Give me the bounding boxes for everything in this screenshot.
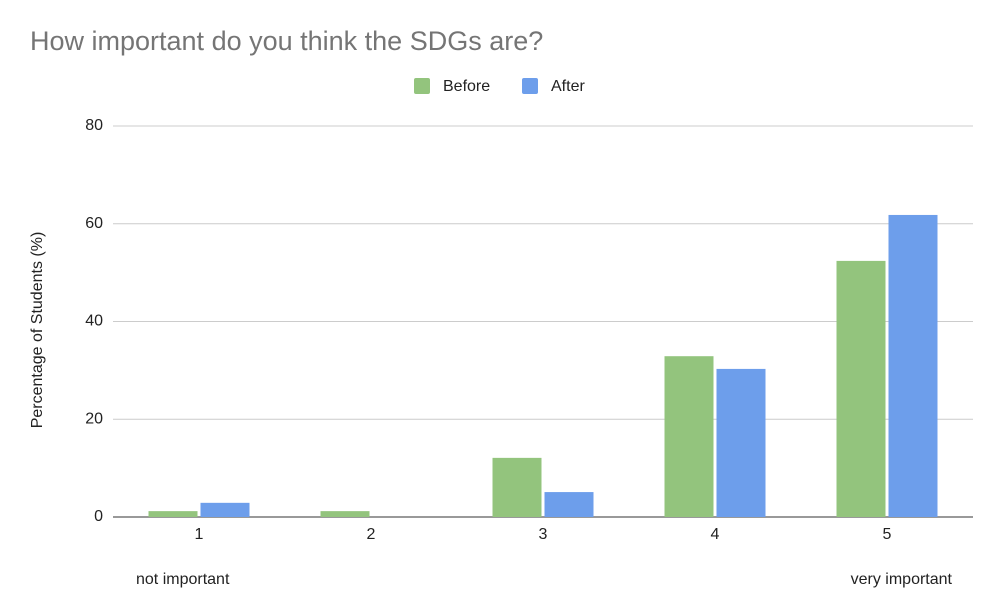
bar <box>716 368 766 517</box>
legend-label: Before <box>443 78 490 95</box>
x-tick-label: 3 <box>539 526 548 543</box>
legend-swatch <box>414 78 430 94</box>
bar <box>544 492 594 517</box>
y-axis-label: Percentage of Students (%) <box>29 232 46 429</box>
annotation: very important <box>851 571 953 588</box>
bar <box>836 260 886 517</box>
x-tick-label: 5 <box>883 526 892 543</box>
bar <box>888 214 938 517</box>
y-tick-label: 80 <box>85 117 103 134</box>
legend-label: After <box>551 78 585 95</box>
bar <box>148 511 198 517</box>
bar <box>664 356 714 517</box>
y-tick-label: 20 <box>85 410 103 427</box>
bar <box>492 457 542 517</box>
x-tick-label: 1 <box>195 526 204 543</box>
bar <box>200 502 250 517</box>
x-tick-label: 2 <box>367 526 376 543</box>
bar <box>320 511 370 517</box>
y-tick-label: 0 <box>94 508 103 525</box>
y-tick-label: 60 <box>85 215 103 232</box>
annotation: not important <box>136 571 230 588</box>
y-tick-label: 40 <box>85 313 103 330</box>
x-tick-label: 4 <box>711 526 720 543</box>
chart-title: How important do you think the SDGs are? <box>30 26 543 56</box>
legend-swatch <box>522 78 538 94</box>
